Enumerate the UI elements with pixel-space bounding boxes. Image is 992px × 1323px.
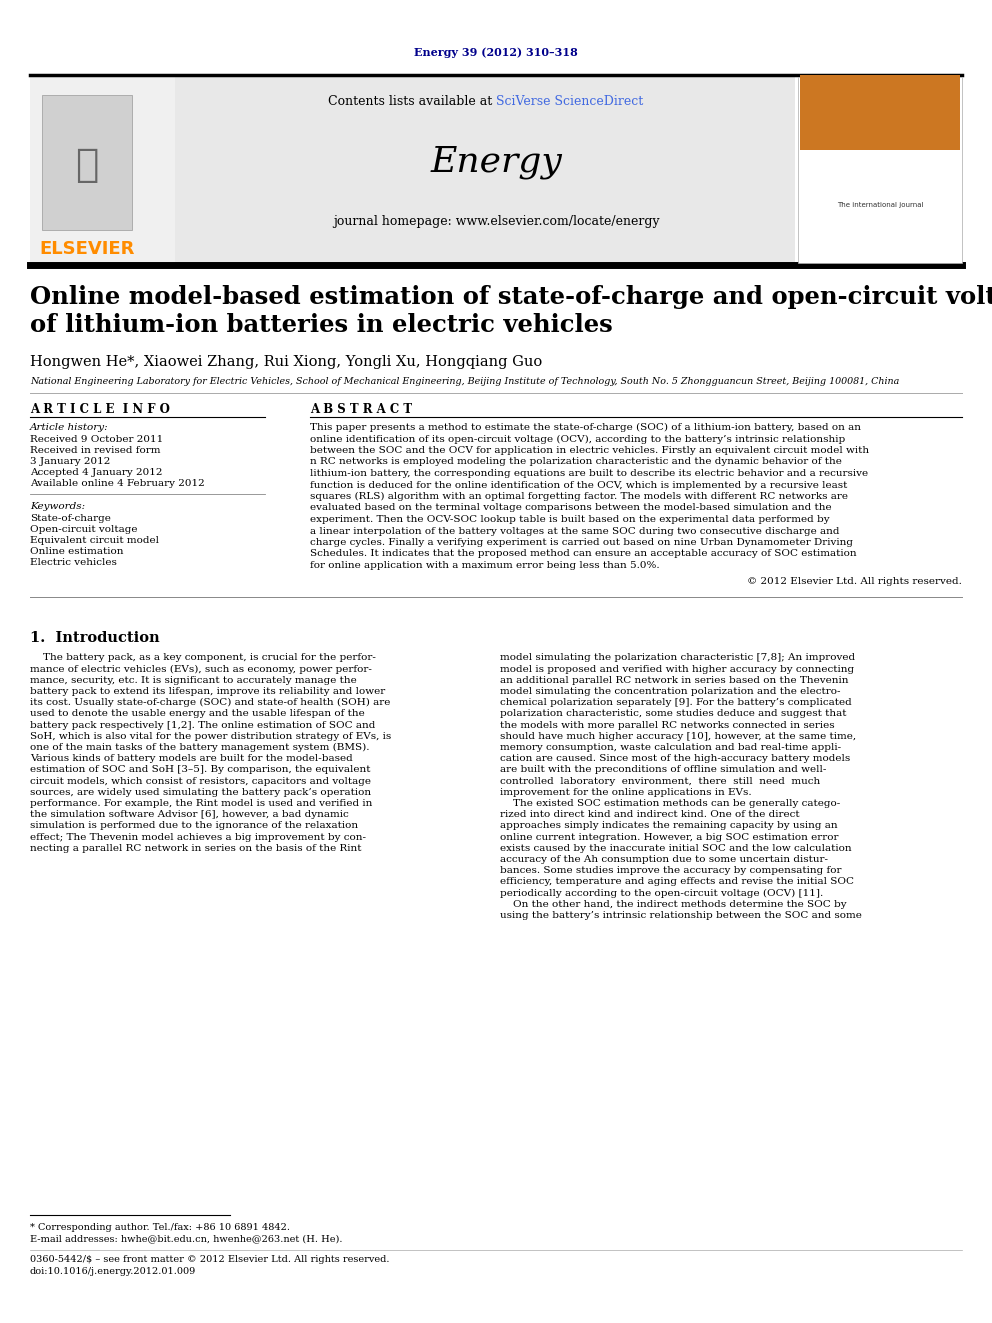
Text: evaluated based on the terminal voltage comparisons between the model-based simu: evaluated based on the terminal voltage … (310, 504, 831, 512)
Text: bances. Some studies improve the accuracy by compensating for: bances. Some studies improve the accurac… (500, 867, 841, 876)
Text: a linear interpolation of the battery voltages at the same SOC during two consec: a linear interpolation of the battery vo… (310, 527, 839, 536)
Text: chemical polarization separately [9]. For the battery’s complicated: chemical polarization separately [9]. Fo… (500, 699, 852, 708)
Text: Schedules. It indicates that the proposed method can ensure an acceptable accura: Schedules. It indicates that the propose… (310, 549, 857, 558)
Text: State-of-charge: State-of-charge (30, 515, 111, 523)
Text: 3 January 2012: 3 January 2012 (30, 456, 110, 466)
Text: Accepted 4 January 2012: Accepted 4 January 2012 (30, 468, 163, 478)
Text: ELSEVIER: ELSEVIER (40, 239, 135, 258)
Text: SoH, which is also vital for the power distribution strategy of EVs, is: SoH, which is also vital for the power d… (30, 732, 391, 741)
Bar (798, 77, 962, 263)
Text: memory consumption, waste calculation and bad real-time appli-: memory consumption, waste calculation an… (500, 744, 841, 751)
Text: using the battery’s intrinsic relationship between the SOC and some: using the battery’s intrinsic relationsh… (500, 912, 862, 919)
Text: SciVerse ScienceDirect: SciVerse ScienceDirect (496, 95, 643, 108)
Text: Keywords:: Keywords: (30, 501, 85, 511)
Text: model is proposed and verified with higher accuracy by connecting: model is proposed and verified with high… (500, 664, 854, 673)
Text: On the other hand, the indirect methods determine the SOC by: On the other hand, the indirect methods … (500, 900, 846, 909)
Text: periodically according to the open-circuit voltage (OCV) [11].: periodically according to the open-circu… (500, 889, 823, 898)
Text: n RC networks is employed modeling the polarization characteristic and the dynam: n RC networks is employed modeling the p… (310, 458, 842, 467)
Text: of lithium-ion batteries in electric vehicles: of lithium-ion batteries in electric veh… (30, 314, 613, 337)
Text: Hongwen He*, Xiaowei Zhang, Rui Xiong, Yongli Xu, Hongqiang Guo: Hongwen He*, Xiaowei Zhang, Rui Xiong, Y… (30, 355, 543, 369)
Text: polarization characteristic, some studies deduce and suggest that: polarization characteristic, some studie… (500, 709, 846, 718)
Text: battery pack respectively [1,2]. The online estimation of SOC and: battery pack respectively [1,2]. The onl… (30, 721, 375, 730)
Text: squares (RLS) algorithm with an optimal forgetting factor. The models with diffe: squares (RLS) algorithm with an optimal … (310, 492, 848, 501)
Text: effect; The Thevenin model achieves a big improvement by con-: effect; The Thevenin model achieves a bi… (30, 832, 366, 841)
Text: The existed SOC estimation methods can be generally catego-: The existed SOC estimation methods can b… (500, 799, 840, 808)
Text: The battery pack, as a key component, is crucial for the perfor-: The battery pack, as a key component, is… (30, 654, 376, 663)
Text: Energy 39 (2012) 310–318: Energy 39 (2012) 310–318 (414, 46, 578, 57)
Text: journal homepage: www.elsevier.com/locate/energy: journal homepage: www.elsevier.com/locat… (332, 216, 660, 228)
Text: the models with more parallel RC networks connected in series: the models with more parallel RC network… (500, 721, 834, 730)
Text: accuracy of the Ah consumption due to some uncertain distur-: accuracy of the Ah consumption due to so… (500, 855, 828, 864)
Text: improvement for the online applications in EVs.: improvement for the online applications … (500, 789, 752, 796)
Text: necting a parallel RC network in series on the basis of the Rint: necting a parallel RC network in series … (30, 844, 361, 853)
Text: Online model-based estimation of state-of-charge and open-circuit voltage: Online model-based estimation of state-o… (30, 284, 992, 310)
Text: simulation is performed due to the ignorance of the relaxation: simulation is performed due to the ignor… (30, 822, 358, 831)
Text: The international journal: The international journal (836, 202, 924, 208)
Text: cation are caused. Since most of the high-accuracy battery models: cation are caused. Since most of the hig… (500, 754, 850, 763)
Text: function is deduced for the online identification of the OCV, which is implement: function is deduced for the online ident… (310, 480, 847, 490)
Text: used to denote the usable energy and the usable lifespan of the: used to denote the usable energy and the… (30, 709, 365, 718)
Text: Received in revised form: Received in revised form (30, 446, 161, 455)
Text: between the SOC and the OCV for application in electric vehicles. Firstly an equ: between the SOC and the OCV for applicat… (310, 446, 869, 455)
Text: circuit models, which consist of resistors, capacitors and voltage: circuit models, which consist of resisto… (30, 777, 371, 786)
Text: * Corresponding author. Tel./fax: +86 10 6891 4842.: * Corresponding author. Tel./fax: +86 10… (30, 1222, 290, 1232)
Text: Various kinds of battery models are built for the model-based: Various kinds of battery models are buil… (30, 754, 353, 763)
Text: experiment. Then the OCV-SOC lookup table is built based on the experimental dat: experiment. Then the OCV-SOC lookup tabl… (310, 515, 829, 524)
Text: Equivalent circuit model: Equivalent circuit model (30, 536, 159, 545)
Text: 🌲: 🌲 (75, 146, 98, 184)
Text: the simulation software Advisor [6], however, a bad dynamic: the simulation software Advisor [6], how… (30, 810, 349, 819)
Text: are built with the preconditions of offline simulation and well-: are built with the preconditions of offl… (500, 766, 826, 774)
Text: Online estimation: Online estimation (30, 546, 123, 556)
Text: National Engineering Laboratory for Electric Vehicles, School of Mechanical Engi: National Engineering Laboratory for Elec… (30, 377, 900, 386)
Text: battery pack to extend its lifespan, improve its reliability and lower: battery pack to extend its lifespan, imp… (30, 687, 385, 696)
Text: Received 9 October 2011: Received 9 October 2011 (30, 435, 164, 445)
Text: approaches simply indicates the remaining capacity by using an: approaches simply indicates the remainin… (500, 822, 837, 831)
Text: A B S T R A C T: A B S T R A C T (310, 404, 412, 415)
Text: 1.  Introduction: 1. Introduction (30, 631, 160, 646)
Text: mance, security, etc. It is significant to accurately manage the: mance, security, etc. It is significant … (30, 676, 357, 685)
Text: Contents lists available at: Contents lists available at (327, 95, 496, 108)
Text: rized into direct kind and indirect kind. One of the direct: rized into direct kind and indirect kind… (500, 810, 800, 819)
Text: lithium-ion battery, the corresponding equations are built to describe its elect: lithium-ion battery, the corresponding e… (310, 468, 868, 478)
Text: Available online 4 February 2012: Available online 4 February 2012 (30, 479, 204, 488)
Text: Article history:: Article history: (30, 423, 109, 433)
Text: controlled  laboratory  environment,  there  still  need  much: controlled laboratory environment, there… (500, 777, 820, 786)
Text: 0360-5442/$ – see front matter © 2012 Elsevier Ltd. All rights reserved.: 0360-5442/$ – see front matter © 2012 El… (30, 1256, 390, 1263)
Text: Energy: Energy (431, 146, 561, 179)
Text: an additional parallel RC network in series based on the Thevenin: an additional parallel RC network in ser… (500, 676, 848, 685)
Bar (800, 75, 960, 149)
Text: for online application with a maximum error being less than 5.0%.: for online application with a maximum er… (310, 561, 660, 570)
Text: model simulating the polarization characteristic [7,8]; An improved: model simulating the polarization charac… (500, 654, 855, 663)
Text: efficiency, temperature and aging effects and revise the initial SOC: efficiency, temperature and aging effect… (500, 877, 854, 886)
Text: exists caused by the inaccurate initial SOC and the low calculation: exists caused by the inaccurate initial … (500, 844, 851, 853)
Text: performance. For example, the Rint model is used and verified in: performance. For example, the Rint model… (30, 799, 372, 808)
Text: E-mail addresses: hwhe@bit.edu.cn, hwenhe@263.net (H. He).: E-mail addresses: hwhe@bit.edu.cn, hwenh… (30, 1234, 342, 1244)
Text: should have much higher accuracy [10], however, at the same time,: should have much higher accuracy [10], h… (500, 732, 856, 741)
Text: mance of electric vehicles (EVs), such as economy, power perfor-: mance of electric vehicles (EVs), such a… (30, 664, 372, 673)
Text: estimation of SOC and SoH [3–5]. By comparison, the equivalent: estimation of SOC and SoH [3–5]. By comp… (30, 766, 370, 774)
Text: Open-circuit voltage: Open-circuit voltage (30, 525, 138, 534)
Text: Electric vehicles: Electric vehicles (30, 558, 117, 568)
Text: model simulating the concentration polarization and the electro-: model simulating the concentration polar… (500, 687, 840, 696)
Text: © 2012 Elsevier Ltd. All rights reserved.: © 2012 Elsevier Ltd. All rights reserved… (747, 577, 962, 586)
Text: online current integration. However, a big SOC estimation error: online current integration. However, a b… (500, 832, 838, 841)
Text: charge cycles. Finally a verifying experiment is carried out based on nine Urban: charge cycles. Finally a verifying exper… (310, 538, 853, 546)
Text: doi:10.1016/j.energy.2012.01.009: doi:10.1016/j.energy.2012.01.009 (30, 1267, 196, 1275)
Bar (175, 75, 795, 265)
Text: one of the main tasks of the battery management system (BMS).: one of the main tasks of the battery man… (30, 744, 369, 753)
Text: ENERGY: ENERGY (849, 108, 912, 122)
Bar (42, 95, 132, 230)
Text: This paper presents a method to estimate the state-of-charge (SOC) of a lithium-: This paper presents a method to estimate… (310, 423, 861, 433)
Bar (30, 75, 175, 265)
Text: online identification of its open-circuit voltage (OCV), according to the batter: online identification of its open-circui… (310, 434, 845, 443)
Text: A R T I C L E  I N F O: A R T I C L E I N F O (30, 404, 170, 415)
Text: its cost. Usually state-of-charge (SOC) and state-of health (SOH) are: its cost. Usually state-of-charge (SOC) … (30, 699, 391, 708)
Text: sources, are widely used simulating the battery pack’s operation: sources, are widely used simulating the … (30, 789, 371, 796)
